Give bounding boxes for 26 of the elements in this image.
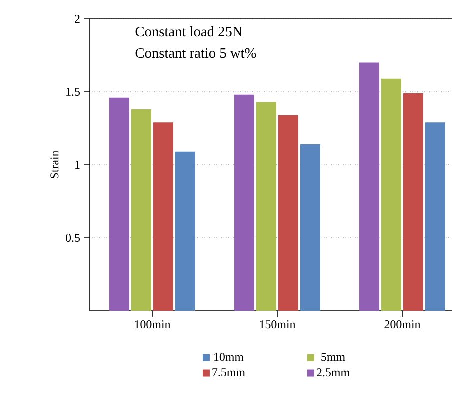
bar <box>234 94 255 311</box>
y-tick-label: 1 <box>76 161 80 169</box>
x-tick-label: 150min <box>260 320 296 329</box>
legend-label: 7.5mm <box>212 368 246 377</box>
y-tick-label: 0.5 <box>66 234 80 242</box>
bar <box>175 152 196 311</box>
bar <box>278 115 298 311</box>
bar <box>256 102 277 311</box>
bar <box>153 122 174 311</box>
bar <box>300 144 320 311</box>
bar <box>132 110 152 311</box>
bar <box>360 62 380 311</box>
annotation: Constant ratio 5 wt% <box>136 48 256 58</box>
y-tick-label: 1.5 <box>66 88 80 96</box>
x-tick-label: 100min <box>135 320 171 329</box>
bar <box>110 98 130 311</box>
legend-label: 10mm <box>214 353 244 362</box>
annotation: Constant load 25N <box>136 26 242 37</box>
bar <box>425 122 446 311</box>
bar <box>382 78 402 311</box>
legend-label: 5mm <box>322 353 346 362</box>
legend-label: 2.5mm <box>317 368 350 377</box>
x-tick-label: 200min <box>384 320 421 329</box>
y-tick-label: 2 <box>75 15 80 23</box>
y-axis-title: Strain <box>50 150 59 178</box>
bar <box>404 93 424 311</box>
